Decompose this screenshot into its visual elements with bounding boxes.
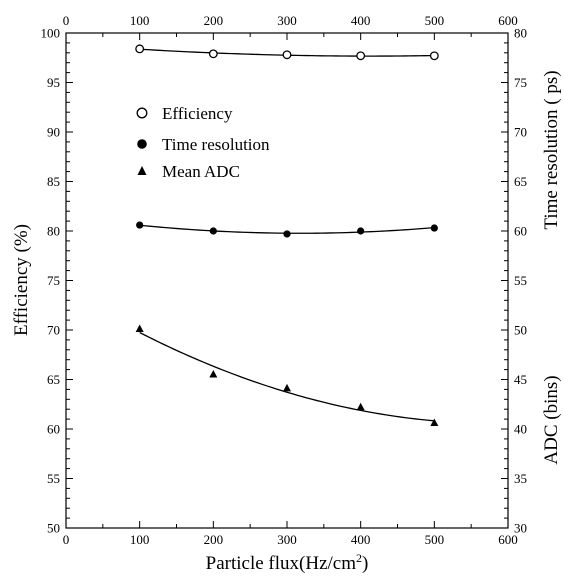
y-left-tick-label: 50 xyxy=(47,521,60,536)
x-tick-label-top: 500 xyxy=(425,13,445,28)
y-left-tick-label: 75 xyxy=(47,273,60,288)
x-tick-label-top: 600 xyxy=(498,13,518,28)
y-left-tick-label: 85 xyxy=(47,174,60,189)
legend-marker-efficiency xyxy=(136,107,148,119)
y-left-tick-label: 55 xyxy=(47,471,60,486)
x-tick-label-bottom: 100 xyxy=(130,532,150,547)
legend: Efficiency Time resolution Mean ADC xyxy=(136,104,270,181)
x-tick-label-bottom: 600 xyxy=(498,532,518,547)
data-markers xyxy=(135,44,439,427)
marker-efficiency xyxy=(429,51,439,61)
y-right-tick-label: 40 xyxy=(514,422,527,437)
y-right-tick-label: 70 xyxy=(514,125,527,140)
y-left-tick-label: 60 xyxy=(47,422,60,437)
marker-time-resolution xyxy=(357,227,365,235)
y-right-tick-label: 50 xyxy=(514,323,527,338)
marker-efficiency xyxy=(282,50,292,60)
plot-frame xyxy=(65,32,509,529)
x-tick-label-bottom: 300 xyxy=(277,532,297,547)
legend-label-time-resolution: Time resolution xyxy=(162,135,270,154)
legend-label-efficiency: Efficiency xyxy=(162,104,233,123)
x-tick-label-top: 300 xyxy=(277,13,297,28)
y-right-tick-label: 80 xyxy=(514,26,527,41)
y-left-tick-label: 95 xyxy=(47,75,60,90)
marker-mean-adc xyxy=(135,324,144,333)
marker-time-resolution xyxy=(283,230,291,238)
marker-mean-adc xyxy=(209,370,218,378)
marker-efficiency xyxy=(208,49,218,59)
marker-time-resolution xyxy=(136,221,144,229)
x-tick-label-top: 100 xyxy=(130,13,150,28)
y-right-tick-label: 45 xyxy=(514,372,527,387)
x-tick-label-top: 400 xyxy=(351,13,371,28)
marker-time-resolution xyxy=(430,224,438,232)
y-right-tick-label: 60 xyxy=(514,224,527,239)
marker-efficiency xyxy=(356,51,366,61)
marker-mean-adc xyxy=(283,383,291,392)
y-right-tick-label: 75 xyxy=(514,75,527,90)
marker-time-resolution xyxy=(209,227,217,235)
y-left-tick-label: 70 xyxy=(47,323,60,338)
x-tick-label-bottom: 400 xyxy=(351,532,371,547)
tick-marks xyxy=(65,32,509,529)
y-right-tick-label: 65 xyxy=(514,174,527,189)
x-tick-label-bottom: 0 xyxy=(63,532,70,547)
marker-mean-adc xyxy=(430,418,439,427)
legend-label-mean-adc: Mean ADC xyxy=(162,162,240,181)
y-right-tick-label: 55 xyxy=(514,273,527,288)
y-right-tick-label: 30 xyxy=(514,521,527,536)
y-left-tick-label: 100 xyxy=(41,26,61,41)
y-axis-title-left: Efficiency (%) xyxy=(11,224,32,336)
marker-efficiency xyxy=(135,44,145,54)
tick-labels: 0010010020020030030040040050050060060050… xyxy=(41,13,528,547)
y-axis-title-right-bottom: ADC (bins) xyxy=(541,375,562,464)
y-axis-title-right-top: Time resolution ( ps) xyxy=(541,70,562,229)
x-tick-label-top: 0 xyxy=(63,13,70,28)
legend-marker-time-resolution xyxy=(137,139,147,149)
y-right-tick-label: 35 xyxy=(514,471,527,486)
marker-mean-adc xyxy=(356,402,365,411)
y-left-tick-label: 90 xyxy=(47,125,60,140)
x-axis-title: Particle flux(Hz/cm2) xyxy=(206,551,369,574)
x-tick-label-top: 200 xyxy=(204,13,224,28)
y-left-tick-label: 65 xyxy=(47,372,60,387)
legend-marker-mean-adc xyxy=(137,166,147,175)
y-left-tick-label: 80 xyxy=(47,224,60,239)
x-tick-label-bottom: 500 xyxy=(425,532,445,547)
fit-line-series-2 xyxy=(139,331,435,422)
x-tick-label-bottom: 200 xyxy=(204,532,224,547)
